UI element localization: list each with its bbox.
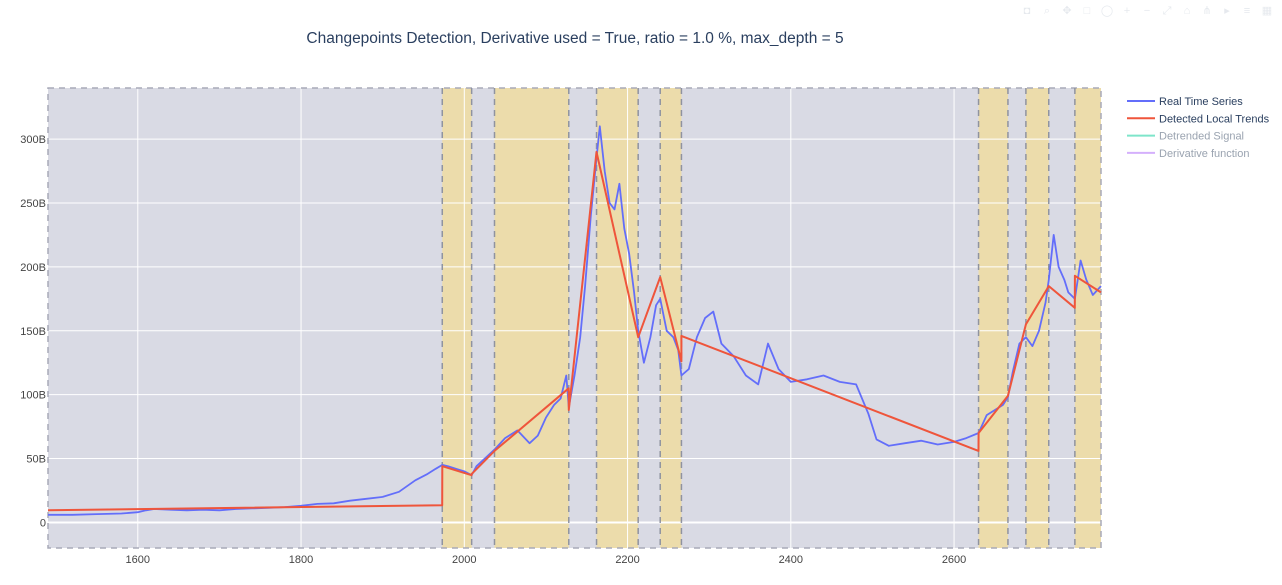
x-tick-label: 1600 [126,554,150,566]
lasso-icon[interactable]: ◯ [1100,5,1114,17]
axes: 1600 1800 2000 2200 2400 2600 0 50B 100B 150B 200B… [20,134,966,566]
y-tick-label: 100B [20,390,46,402]
x-tick-label: 2200 [615,554,639,566]
x-tick-label: 2600 [942,554,966,566]
trend-region-6 [1074,88,1101,548]
plot-area[interactable] [47,87,1102,549]
box-select-icon[interactable]: □ [1083,5,1091,17]
series-line-detected-local-trends[interactable] [47,150,1102,512]
plotly-logo-icon[interactable]: ▦ [1261,5,1273,17]
legend-item[interactable]: Detrended Signal [1127,131,1244,143]
legend-item[interactable]: Derivative function [1127,148,1250,160]
trend-region-1 [494,88,569,548]
hover-closest-icon[interactable]: ▸ [1224,5,1230,17]
zoom-in-icon[interactable]: + [1123,5,1131,17]
y-tick-label: 300B [20,134,46,146]
plot-border [47,87,1102,549]
x-tick-label: 2000 [452,554,476,566]
x-tick-label: 1800 [289,554,313,566]
y-tick-label: 150B [20,326,46,338]
x-tick-label: 2400 [779,554,803,566]
legend-item[interactable]: Real Time Series [1127,96,1243,108]
legend-item[interactable]: Detected Local Trends [1127,113,1270,125]
reset-icon[interactable]: ⌂ [1183,5,1191,17]
zoom-icon[interactable]: ⌕ [1043,5,1051,17]
y-tick-label: 50B [26,454,46,466]
spike-icon[interactable]: ⋔ [1202,5,1212,17]
autoscale-icon[interactable]: ⤢ [1162,5,1172,17]
hover-compare-icon[interactable]: ≡ [1243,5,1251,17]
plot-modebar[interactable]: ◘ ⌕ ✥ □ ◯ + − ⤢ ⌂ ⋔ ▸ ≡ ▦ [1020,4,1274,18]
legend-label: Detected Local Trends [1159,113,1270,125]
camera-icon[interactable]: ◘ [1023,5,1031,17]
pan-icon[interactable]: ✥ [1062,5,1072,17]
trend-region-4 [978,88,1008,548]
legend-label: Derivative function [1159,148,1250,160]
zoom-out-icon[interactable]: − [1143,5,1151,17]
plot-background [48,88,1101,548]
trend-region-0 [442,88,472,548]
chart-title: Changepoints Detection, Derivative used … [306,30,843,47]
legend-label: Detrended Signal [1159,131,1244,143]
y-tick-label: 200B [20,262,46,274]
legend[interactable]: Real Time Series Detected Local Trends Det… [1127,96,1270,160]
legend-label: Real Time Series [1159,96,1243,108]
y-tick-label: 0 [40,517,46,529]
y-tick-label: 250B [20,198,46,210]
